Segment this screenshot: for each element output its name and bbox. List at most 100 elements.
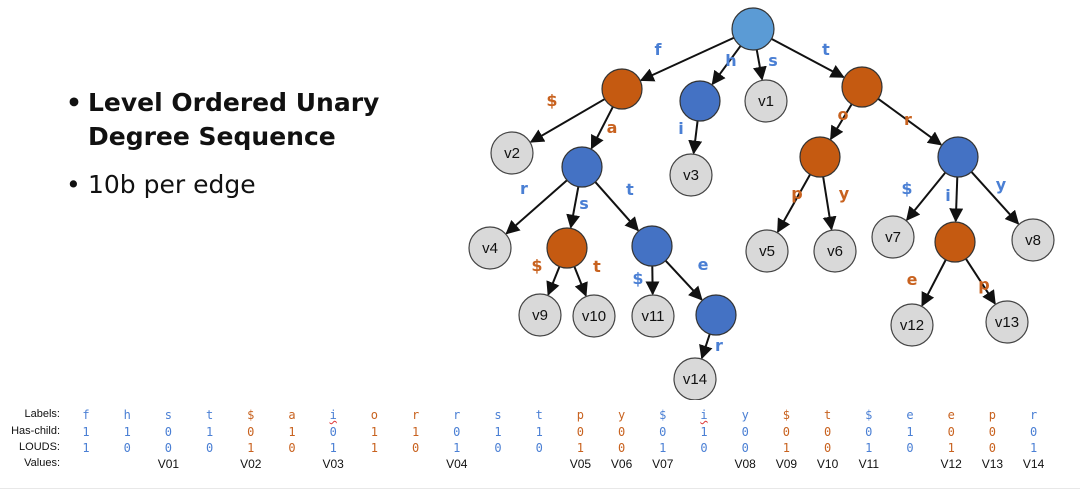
trie-node-n_fate xyxy=(695,294,737,336)
louds-cell: 0 xyxy=(741,441,749,455)
node-label: v9 xyxy=(532,307,548,324)
node-label: v14 xyxy=(683,371,707,388)
node-label: v10 xyxy=(582,308,606,325)
node-label: v4 xyxy=(482,240,498,257)
louds-cell: 1 xyxy=(947,441,955,455)
bullet-item-louds: • Level Ordered Unary Degree Sequence xyxy=(64,86,388,154)
value-cell: V13 xyxy=(981,457,1004,471)
row-label: Labels: xyxy=(24,408,60,420)
leaf-node-v8: v8 xyxy=(1011,218,1055,262)
edge-n_fat-n_fate xyxy=(664,259,703,301)
leaf-node-v9: v9 xyxy=(518,293,562,337)
edge-n_fate-v14 xyxy=(699,333,713,360)
node-circle xyxy=(813,229,857,273)
edge-label: s xyxy=(579,194,589,213)
label-cell: e xyxy=(947,408,955,422)
has-child-cell: 1 xyxy=(906,425,914,439)
label-cell: r xyxy=(411,408,420,422)
label-cell: e xyxy=(906,408,914,422)
edge-n_tri-v13 xyxy=(965,258,996,305)
trie-node-n_t xyxy=(841,66,883,108)
edge-label: e xyxy=(698,255,709,274)
label-cell: t xyxy=(535,408,543,422)
edges-layer xyxy=(505,36,1020,360)
node-label: v2 xyxy=(504,145,520,162)
has-child-cell: 1 xyxy=(288,425,296,439)
edge-label: s xyxy=(768,51,778,70)
bullet-text: 10b per edge xyxy=(88,170,256,199)
label-cell: p xyxy=(988,408,996,422)
edge-label: t xyxy=(626,180,634,199)
has-child-cell: 1 xyxy=(123,425,131,439)
label-cell: y xyxy=(741,408,749,422)
louds-cell: 1 xyxy=(865,441,873,455)
node-label: v11 xyxy=(641,308,664,325)
label-cell: s xyxy=(494,408,502,422)
leaf-node-v7: v7 xyxy=(871,215,915,259)
louds-cell: 1 xyxy=(247,441,255,455)
node-circle xyxy=(744,79,788,123)
edge-n_to-v6 xyxy=(822,176,837,231)
node-label: v5 xyxy=(759,243,775,260)
has-child-cell: 1 xyxy=(82,425,90,439)
leaf-node-v10: v10 xyxy=(572,294,616,338)
leaf-node-v2: v2 xyxy=(490,131,534,175)
value-cell: V07 xyxy=(652,457,674,471)
node-label: v8 xyxy=(1025,232,1041,249)
has-child-cell: 0 xyxy=(247,425,255,439)
edge-label: r xyxy=(520,179,528,198)
louds-cell: 1 xyxy=(1029,441,1038,455)
has-child-cell: 1 xyxy=(535,425,543,439)
node-circle xyxy=(934,221,976,263)
leaf-node-v12: v12 xyxy=(890,303,934,347)
edge-label: o xyxy=(838,105,849,124)
edge-n_h-v3 xyxy=(688,120,703,155)
edge-n_fas-v10 xyxy=(573,266,588,297)
bullet-list: • Level Ordered Unary Degree Sequence • … xyxy=(64,86,388,202)
louds-cell: 0 xyxy=(906,441,914,455)
has-child-cell: 0 xyxy=(865,425,873,439)
has-child-cell: 0 xyxy=(576,425,584,439)
value-cell: V10 xyxy=(816,457,839,471)
label-cell: i xyxy=(700,408,708,422)
edge-label: i xyxy=(945,186,950,205)
edge-n_fas-v9 xyxy=(546,266,561,296)
node-circle xyxy=(631,225,673,267)
edge-label: f xyxy=(655,40,663,59)
leaf-node-v5: v5 xyxy=(745,229,789,273)
edge-n_t-n_to xyxy=(829,103,853,141)
louds-cell: 0 xyxy=(411,441,420,455)
has-child-cell: 1 xyxy=(494,425,502,439)
leaf-node-v14: v14 xyxy=(673,357,717,400)
louds-cell: 1 xyxy=(82,441,90,455)
row-label: LOUDS: xyxy=(19,441,60,453)
has-child-cell: 1 xyxy=(700,425,708,439)
louds-cell: 0 xyxy=(700,441,708,455)
node-circle xyxy=(731,7,775,51)
label-cell: o xyxy=(370,408,378,422)
edge-n_tri-v12 xyxy=(921,259,947,307)
value-cell: V03 xyxy=(322,457,344,471)
value-cell: V11 xyxy=(858,457,880,471)
edge-label: y xyxy=(996,175,1007,194)
has-child-cell: 1 xyxy=(205,425,214,439)
nodes-layer: v1 v2 v3 v4 v5 v6 v7 v8 v9 v10 v11 v12 v13 v14 xyxy=(468,7,1055,400)
edge-label: t xyxy=(822,40,830,59)
value-cell: V08 xyxy=(734,457,756,471)
trie-node-n_tr xyxy=(937,136,979,178)
has-child-cell: 0 xyxy=(823,425,832,439)
leaf-node-v1: v1 xyxy=(744,79,788,123)
louds-cell: 1 xyxy=(659,441,667,455)
edge-label: a xyxy=(607,118,618,137)
leaf-node-v4: v4 xyxy=(468,226,512,270)
node-label: v13 xyxy=(995,314,1019,331)
node-circle xyxy=(890,303,934,347)
edge-root-n_f xyxy=(639,36,735,82)
louds-cell: 0 xyxy=(535,441,543,455)
louds-cell: 0 xyxy=(288,441,296,455)
node-circle xyxy=(601,68,643,110)
label-cell: a xyxy=(288,408,296,422)
edge-label: $ xyxy=(901,179,912,198)
has-child-cell: 0 xyxy=(741,425,749,439)
bullet-dot: • xyxy=(66,88,82,117)
